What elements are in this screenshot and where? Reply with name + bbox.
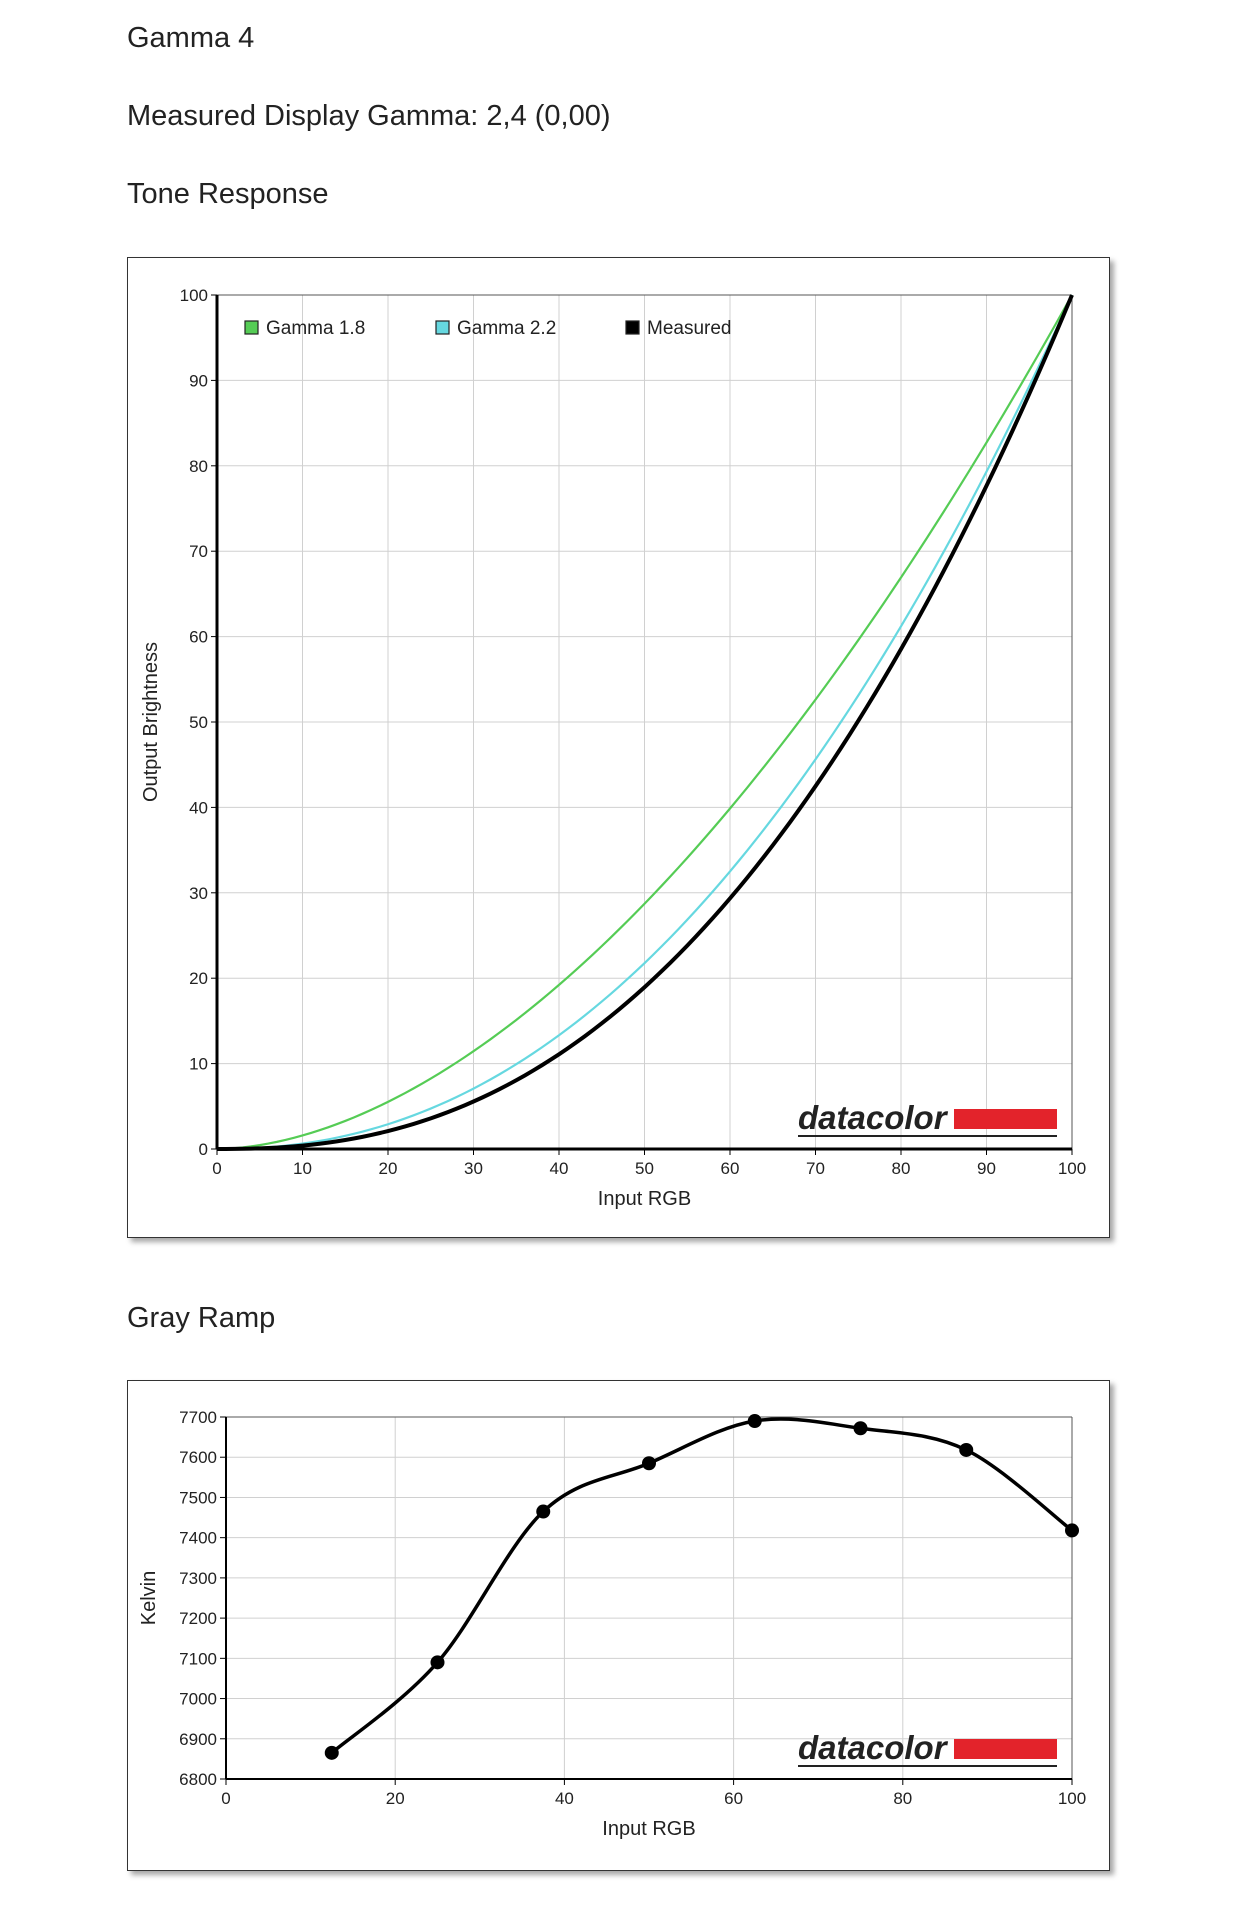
x-tick-label: 100: [1058, 1789, 1086, 1808]
y-axis-title: Output Brightness: [140, 642, 162, 802]
tone-response-heading: Tone Response: [127, 178, 329, 210]
x-tick-label: 90: [977, 1159, 996, 1178]
x-tick-label: 0: [221, 1789, 230, 1808]
y-axis-title: Kelvin: [138, 1571, 160, 1625]
data-point: [747, 1414, 762, 1429]
y-tick-label: 30: [189, 884, 208, 903]
x-tick-label: 0: [212, 1159, 221, 1178]
data-point: [324, 1745, 339, 1760]
legend-swatch: [435, 320, 450, 335]
logo-bar: [954, 1109, 1057, 1129]
tone-response-chart: 0 10 20 30 40 50 60 70 80 90 100 0 10 20 30 40 50 60 70 80 9…: [140, 286, 1086, 1210]
datacolor-logo: datacolor: [798, 1729, 1057, 1767]
data-point: [430, 1655, 445, 1670]
y-tick-label: 100: [180, 286, 208, 305]
y-tick-label: 7600: [179, 1448, 217, 1467]
data-point: [1065, 1523, 1079, 1538]
series-line: [330, 1417, 1074, 1755]
logo-text: datacolor: [798, 1099, 949, 1136]
data-point: [536, 1504, 551, 1519]
y-tick-label: 7200: [179, 1609, 217, 1628]
datacolor-logo: datacolor: [798, 1099, 1057, 1137]
x-tick-label: 60: [721, 1159, 740, 1178]
x-tick-label: 80: [892, 1159, 911, 1178]
legend-label: Measured: [647, 318, 732, 339]
legend-swatch: [625, 320, 640, 335]
y-tick-label: 90: [189, 371, 208, 390]
gray-ramp-heading: Gray Ramp: [127, 1302, 276, 1334]
y-tick-label: 7100: [179, 1649, 217, 1668]
x-tick-label: 80: [893, 1789, 912, 1808]
x-tick-label: 20: [379, 1159, 398, 1178]
y-tick-label: 7000: [179, 1690, 217, 1709]
data-point: [853, 1421, 868, 1436]
legend-item: Gamma 1.8: [244, 318, 365, 339]
y-tick-label: 70: [189, 542, 208, 561]
y-tick-label: 7700: [179, 1408, 217, 1427]
legend-label: Gamma 2.2: [457, 318, 556, 339]
y-tick-label: 40: [189, 798, 208, 817]
gray-ramp-panel: 0 20 40 60 80 100 6800 6900 7000 7100 7200 7300 7400…: [127, 1380, 1110, 1871]
y-tick-label: 80: [189, 457, 208, 476]
y-tick-label: 20: [189, 969, 208, 988]
x-tick-label: 100: [1058, 1159, 1086, 1178]
page-title: Gamma 4: [127, 22, 255, 54]
x-tick-label: 50: [635, 1159, 654, 1178]
data-point: [959, 1442, 974, 1457]
legend-item: Measured: [625, 318, 732, 339]
x-tick-label: 60: [724, 1789, 743, 1808]
y-tick-label: 10: [189, 1055, 208, 1074]
x-tick-label: 40: [555, 1789, 574, 1808]
y-tick-label: 6800: [179, 1770, 217, 1789]
y-tick-label: 60: [189, 628, 208, 647]
legend-label: Gamma 1.8: [266, 318, 365, 339]
gray-ramp-chart: 0 20 40 60 80 100 6800 6900 7000 7100 7200 7300 7400…: [138, 1408, 1086, 1840]
series-line: [216, 294, 1073, 1151]
x-tick-label: 20: [386, 1789, 405, 1808]
y-tick-label: 50: [189, 713, 208, 732]
series-line: [216, 294, 1074, 1151]
y-tick-label: 7300: [179, 1569, 217, 1588]
data-point: [642, 1456, 656, 1471]
x-tick-label: 70: [806, 1159, 825, 1178]
legend-swatch: [244, 320, 259, 335]
x-tick-label: 40: [550, 1159, 569, 1178]
y-tick-label: 7500: [179, 1488, 217, 1507]
measured-gamma-text: Measured Display Gamma: 2,4 (0,00): [127, 100, 611, 132]
x-tick-label: 10: [293, 1159, 312, 1178]
y-tick-label: 6900: [179, 1730, 217, 1749]
x-axis-title: Input RGB: [598, 1188, 691, 1210]
x-axis-title: Input RGB: [602, 1818, 695, 1840]
logo-text: datacolor: [798, 1729, 949, 1766]
series-line: [216, 294, 1074, 1151]
y-tick-label: 7400: [179, 1529, 217, 1548]
y-tick-label: 0: [199, 1140, 208, 1159]
legend-item: Gamma 2.2: [435, 318, 556, 339]
tone-response-panel: 0 10 20 30 40 50 60 70 80 90 100 0 10 20 30 40 50 60 70 80 9…: [127, 257, 1110, 1238]
x-tick-label: 30: [464, 1159, 483, 1178]
logo-bar: [954, 1739, 1057, 1759]
